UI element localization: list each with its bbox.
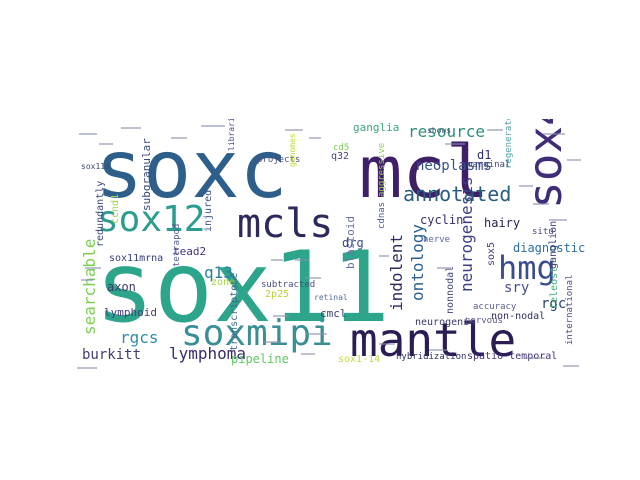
word: indolent [387, 234, 406, 311]
word-cloud: sox11 soxc mcl sox4 mantle soxmipi sox12… [73, 119, 588, 373]
word: ganglia [353, 121, 399, 134]
word: tetrapod [172, 224, 182, 267]
word: aggressive [377, 143, 387, 197]
word: cyclin [420, 213, 463, 227]
word: annotated [403, 182, 511, 206]
word: accuracy [473, 302, 517, 312]
word: hybridization [396, 352, 466, 362]
word: cdnas [377, 202, 387, 229]
word: mcl [359, 130, 489, 214]
word: zone [211, 277, 235, 288]
word: q32 [331, 151, 349, 162]
word: cd5 [333, 143, 349, 153]
word: neurogenic [415, 317, 475, 328]
word: sox1-14 [338, 354, 380, 365]
word: hmg [498, 249, 556, 287]
word: cmcl [320, 307, 347, 320]
word: 2p25 [265, 289, 289, 300]
word: lymphoma [169, 344, 246, 363]
word: ganglion [548, 221, 559, 269]
word: shows [427, 126, 451, 135]
word: q13 [204, 263, 233, 282]
word: burkitt [82, 347, 141, 363]
word: spatio-temporal [467, 351, 557, 362]
word: resource [408, 122, 485, 141]
word: mcls [237, 201, 333, 247]
word: projects [257, 155, 300, 165]
word: sox11mrna [109, 253, 163, 264]
word: ccnd1 [110, 194, 121, 224]
word: non-nodal [491, 311, 545, 322]
word: marginal [467, 160, 510, 170]
word: sox5 [486, 242, 497, 266]
word: sox12 [97, 199, 205, 240]
word: drg [342, 236, 364, 250]
word: injured [203, 190, 214, 232]
word: subgranular [140, 138, 153, 211]
filler-words [77, 125, 581, 369]
word: nervous [465, 316, 503, 326]
word: searchable [80, 239, 99, 335]
word: lymphoid [104, 306, 157, 319]
word: sox11a [81, 162, 110, 171]
word: sox11 [95, 231, 390, 345]
word: situ [532, 227, 554, 237]
word: redundantly [95, 181, 106, 247]
word: pipeline [231, 352, 289, 366]
word: teleost [549, 267, 560, 309]
word: subtracted [261, 280, 315, 290]
word: diagnostic [513, 241, 585, 255]
word: genomes [288, 133, 297, 167]
word: nerve [423, 235, 450, 245]
word: nonnodal [445, 266, 456, 314]
word: sox4 [518, 119, 572, 209]
word: soxc [95, 123, 288, 216]
word: transcriptome [229, 273, 240, 351]
word: international [565, 275, 575, 345]
word: regenerate [504, 119, 514, 169]
word: rgcs [120, 328, 159, 347]
word: retinal [314, 293, 348, 302]
word-cloud-canvas: sox11 soxc mcl sox4 mantle soxmipi sox12… [73, 119, 588, 373]
word: hairy [484, 216, 520, 230]
word: neurogenesis [457, 176, 476, 292]
word: neoplasms [416, 158, 492, 174]
word: rgc [541, 296, 566, 312]
word: sry [504, 280, 529, 296]
word: axon [107, 280, 136, 294]
word: mantle [350, 313, 516, 367]
word: blastoid [344, 216, 357, 269]
word: libraries [227, 119, 236, 151]
word: d1 [477, 148, 491, 162]
word: tead2 [173, 245, 206, 258]
word: ontology [408, 224, 427, 301]
